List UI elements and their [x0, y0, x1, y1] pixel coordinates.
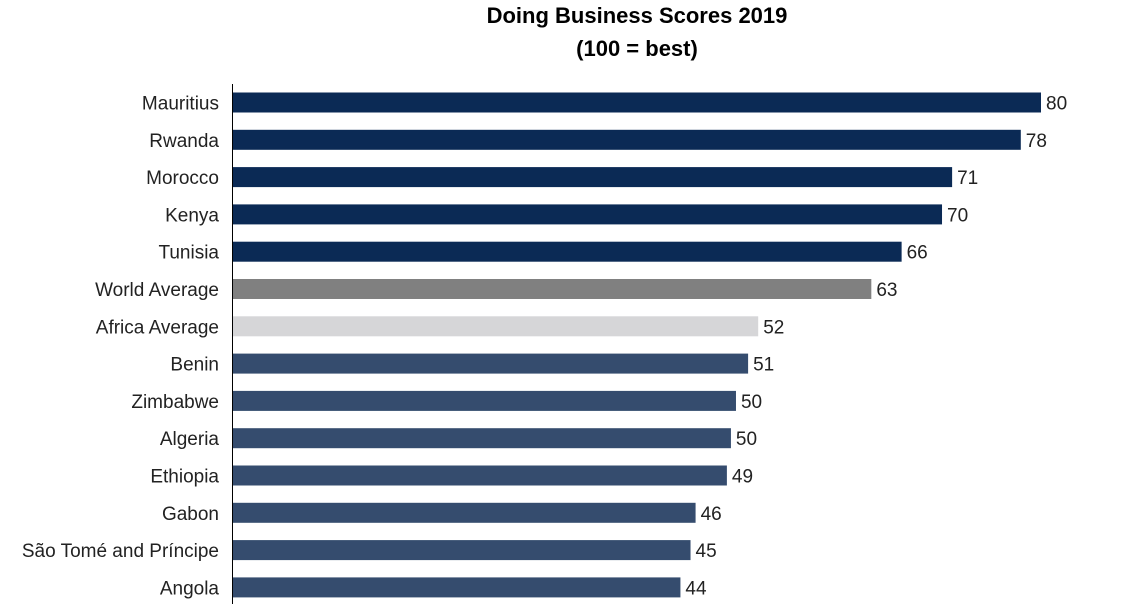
bar	[233, 204, 943, 225]
bar	[233, 428, 731, 449]
data-label: 70	[947, 205, 968, 226]
bar	[233, 92, 1041, 113]
chart-title: Doing Business Scores 2019	[487, 3, 788, 28]
data-label: 80	[1046, 94, 1067, 115]
bar	[233, 577, 681, 598]
data-label: 44	[685, 578, 707, 599]
bar	[233, 279, 872, 299]
category-label: Rwanda	[149, 131, 219, 152]
bar	[233, 390, 736, 411]
bar	[233, 353, 749, 374]
category-label: Algeria	[160, 429, 220, 450]
data-label: 45	[696, 541, 717, 562]
bars-group: Mauritius 80 Rwanda 78 Morocco 71 Kenya 70 Tunis…	[22, 92, 1067, 599]
category-label: Tunisia	[158, 243, 219, 264]
bar	[233, 129, 1021, 150]
bar	[233, 465, 727, 486]
bar	[233, 241, 902, 262]
category-label: Kenya	[165, 205, 219, 226]
category-label: Zimbabwe	[131, 392, 219, 413]
bar	[233, 540, 691, 561]
category-label: São Tomé and Príncipe	[22, 541, 219, 562]
chart-subtitle: (100 = best)	[576, 36, 698, 61]
data-label: 52	[763, 317, 784, 338]
category-label: Ethiopia	[150, 467, 219, 488]
bar	[233, 502, 696, 523]
category-label: Morocco	[146, 168, 219, 189]
category-label: Angola	[160, 578, 220, 599]
data-label: 63	[876, 280, 897, 301]
data-label: 49	[732, 467, 753, 488]
category-label: Benin	[170, 355, 219, 376]
category-label: World Average	[95, 280, 219, 301]
category-label: Africa Average	[96, 317, 219, 338]
data-label: 66	[907, 243, 928, 264]
category-label: Mauritius	[142, 94, 219, 115]
data-label: 51	[753, 355, 774, 376]
data-label: 50	[736, 429, 757, 450]
data-label: 71	[957, 168, 978, 189]
category-label: Gabon	[162, 504, 219, 525]
bar	[233, 316, 759, 337]
data-label: 78	[1026, 131, 1047, 152]
bar	[233, 167, 953, 188]
data-label: 50	[741, 392, 762, 413]
data-label: 46	[701, 504, 722, 525]
